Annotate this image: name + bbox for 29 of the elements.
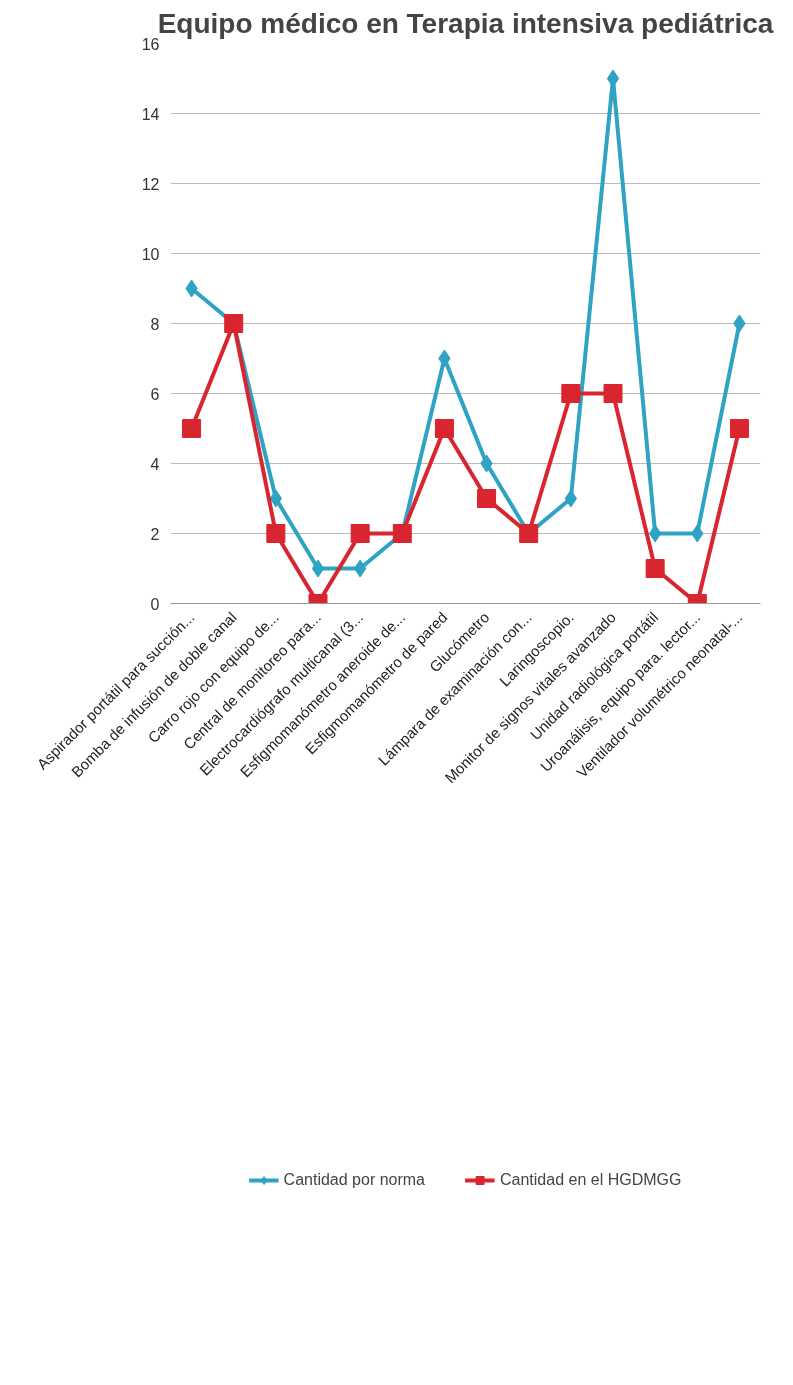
point — [224, 314, 244, 333]
y-tick-label: 16 — [141, 35, 160, 53]
y-tick-label: 0 — [150, 595, 160, 613]
point — [603, 384, 623, 403]
point — [266, 524, 286, 543]
point — [434, 419, 454, 438]
point — [311, 559, 325, 578]
point — [477, 489, 497, 508]
legend-label: Cantidad por norma — [283, 1171, 426, 1189]
point — [519, 524, 539, 543]
point — [350, 524, 370, 543]
point — [564, 489, 578, 508]
y-tick-label: 10 — [141, 245, 160, 263]
y-tick-label: 14 — [141, 105, 160, 123]
y-tick-label: 6 — [150, 385, 160, 403]
point — [182, 419, 202, 438]
legend-label: Cantidad en el HGDMGG — [500, 1171, 682, 1189]
y-tick-label: 4 — [150, 455, 160, 473]
point — [645, 559, 665, 578]
point — [269, 489, 283, 508]
point — [648, 524, 662, 543]
y-tick-label: 12 — [141, 175, 160, 193]
point — [729, 419, 749, 438]
point — [561, 384, 581, 403]
y-tick-label: 2 — [150, 525, 160, 543]
point — [353, 559, 367, 578]
y-tick-label: 8 — [150, 315, 160, 333]
point — [392, 524, 412, 543]
chart-title: Equipo médico en Terapia intensiva pediátrica — [157, 7, 774, 39]
